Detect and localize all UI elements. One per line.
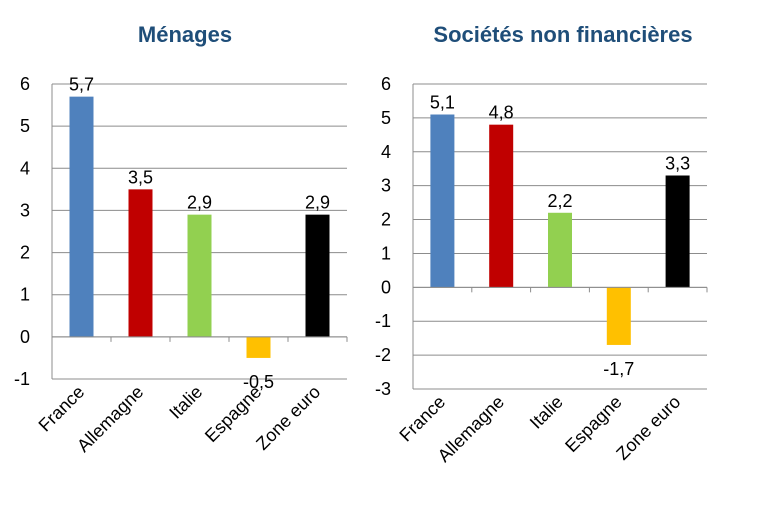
category-label: Italie [165, 382, 206, 423]
category-label: France [35, 382, 89, 436]
y-tick-label: 6 [20, 74, 30, 94]
data-label: 4,8 [489, 103, 514, 123]
chart-title: Ménages [138, 22, 232, 47]
category-label: France [395, 392, 449, 446]
bar-espagne [606, 287, 631, 345]
category-label: Zone euro [612, 392, 684, 464]
data-label: -0,5 [243, 372, 274, 392]
category-label: Italie [526, 392, 567, 433]
data-label: 5,7 [69, 75, 94, 95]
bar-france [430, 114, 455, 288]
y-tick-label: -3 [375, 379, 391, 399]
bar-zone-euro [305, 214, 330, 337]
data-label: 2,9 [305, 193, 330, 213]
y-tick-label: 1 [381, 243, 391, 263]
y-tick-label: 5 [20, 116, 30, 136]
bar-france [69, 96, 94, 337]
bar-zone-euro [665, 175, 690, 288]
data-label: 3,5 [128, 167, 153, 187]
chart-panel-societes-non-financieres: Sociétés non financières -3 -2 -1 0 1 2 3 4 5 6 5,1… [375, 22, 708, 466]
chart-title: Sociétés non financières [433, 22, 692, 47]
y-tick-label: 6 [381, 74, 391, 94]
bar-allemagne [128, 189, 153, 337]
y-tick-label: 4 [20, 158, 30, 178]
y-tick-label: 2 [381, 210, 391, 230]
data-label: 2,2 [547, 191, 572, 211]
y-tick-label: 0 [20, 327, 30, 347]
bar-italie [187, 214, 212, 337]
data-label: 3,3 [665, 154, 690, 174]
y-tick-label: 4 [381, 142, 391, 162]
bar-espagne [246, 336, 271, 358]
category-label: Zone euro [252, 382, 324, 454]
data-label: 2,9 [187, 193, 212, 213]
bar-italie [548, 212, 572, 288]
y-tick-label: 3 [381, 176, 391, 196]
y-tick-label: 2 [20, 243, 30, 263]
y-tick-label: -2 [375, 345, 391, 365]
y-tick-label: 1 [20, 285, 30, 305]
y-tick-label: -1 [375, 311, 391, 331]
y-tick-label: 0 [381, 277, 391, 297]
bar-allemagne [489, 124, 514, 288]
data-label: 5,1 [430, 93, 455, 113]
y-tick-label: 5 [381, 108, 391, 128]
y-tick-label: 3 [20, 200, 30, 220]
data-label: -1,7 [603, 359, 634, 379]
y-tick-label: -1 [14, 369, 30, 389]
